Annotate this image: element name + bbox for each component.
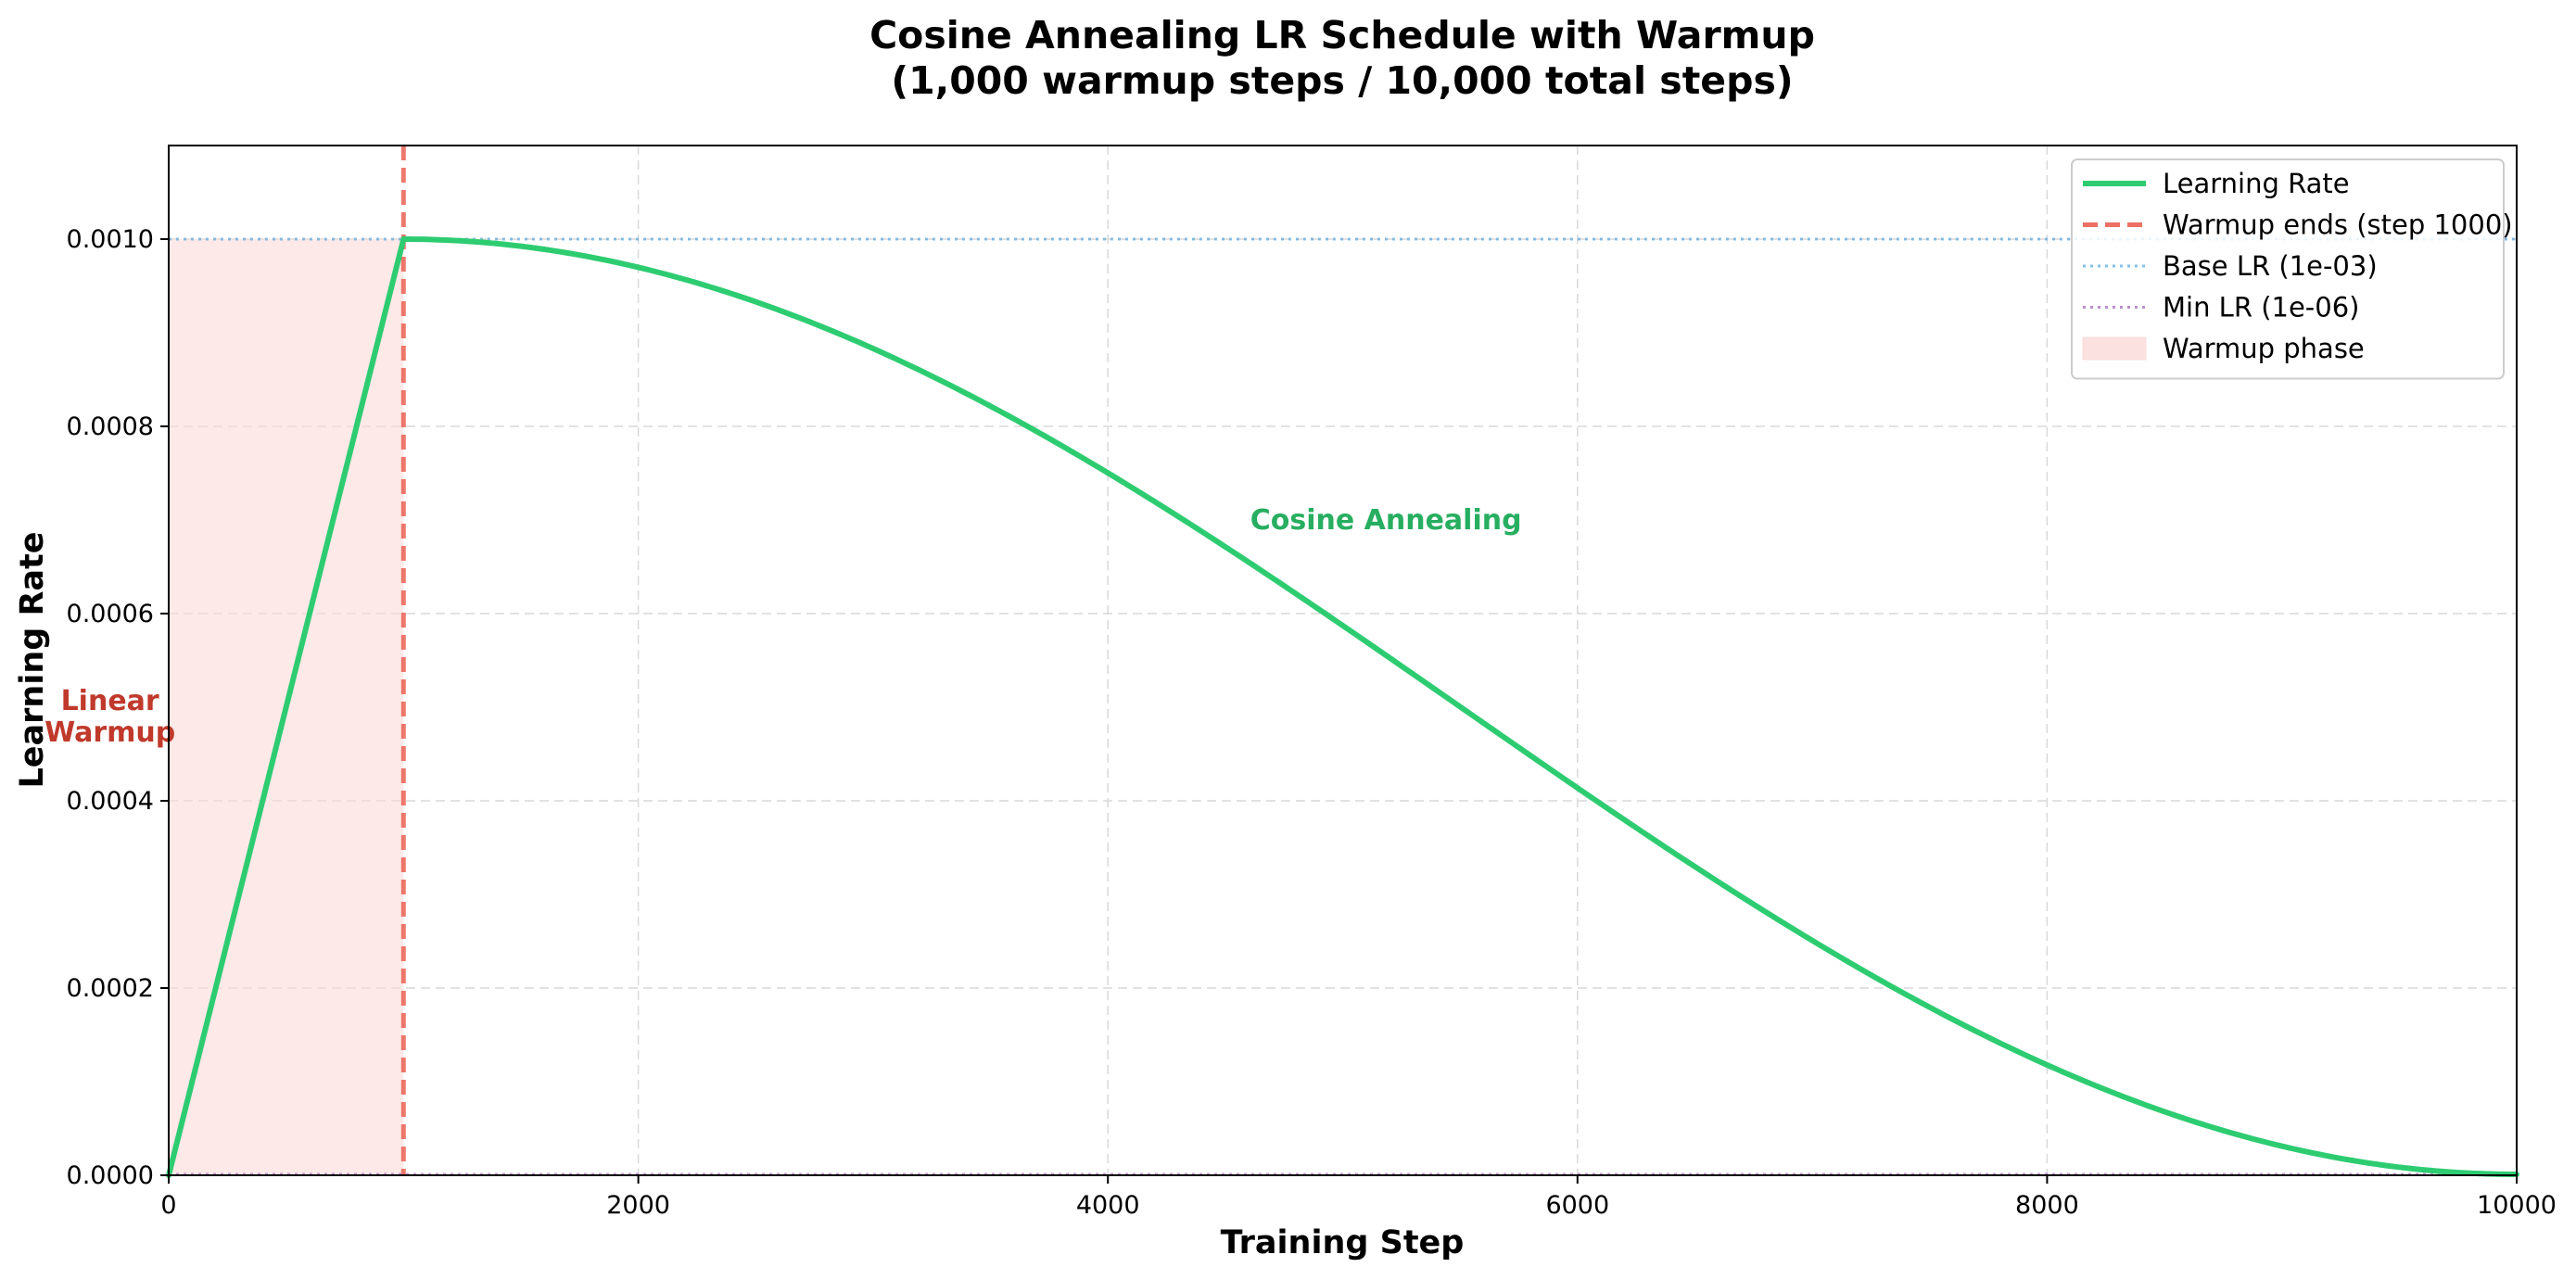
legend-label-4: Warmup phase [2163,333,2365,364]
y-axis-label: Learning Rate [14,531,51,788]
y-tick-label-2: 0.0004 [67,787,154,816]
x-tick-label-1: 2000 [606,1191,670,1220]
x-tick-label-3: 6000 [1545,1191,1609,1220]
plot-frame [168,145,2518,1176]
annotation-0-line-0: Linear [61,685,159,717]
chart-title-line-2: (1,000 warmup steps / 10,000 total steps… [891,58,1793,103]
y-axis-ticks: 0.0000 0.0002 0.0004 0.0006 0.0008 0.0010 [67,225,169,1190]
y-tick-label-3: 0.0006 [67,600,154,628]
y-tick-label-0: 0.0000 [67,1161,154,1190]
legend-label-2: Base LR (1e-03) [2163,250,2378,282]
annotation-0-line-1: Warmup [44,716,175,749]
annotation-1-line-0: Cosine Annealing [1250,504,1522,537]
legend: Learning Rate Warmup ends (step 1000) Base… [2071,158,2513,380]
legend-label-0: Learning Rate [2163,168,2350,199]
series [166,236,2519,1178]
x-tick-label-2: 4000 [1076,1191,1140,1220]
x-tick-label-0: 0 [160,1191,176,1220]
chart-title-line-1: Cosine Annealing LR Schedule with Warmup [869,13,1815,57]
legend-label-3: Min LR (1e-06) [2163,292,2360,323]
y-tick-label-1: 0.0002 [67,974,154,1003]
legend-label-1: Warmup ends (step 1000) [2163,209,2513,241]
reference-lines [169,146,2517,1176]
x-axis-label: Training Step [1221,1224,1465,1261]
x-tick-label-4: 8000 [2015,1191,2079,1220]
y-tick-label-4: 0.0008 [67,412,154,441]
x-axis-ticks: 0 2000 4000 6000 8000 10000 [160,1175,2557,1220]
legend-box [2071,158,2505,380]
legend-swatch-4 [2082,336,2147,361]
x-tick-label-5: 10000 [2477,1191,2557,1220]
y-tick-label-5: 0.0010 [67,225,154,254]
series-line-learning-rate [166,236,2519,1178]
